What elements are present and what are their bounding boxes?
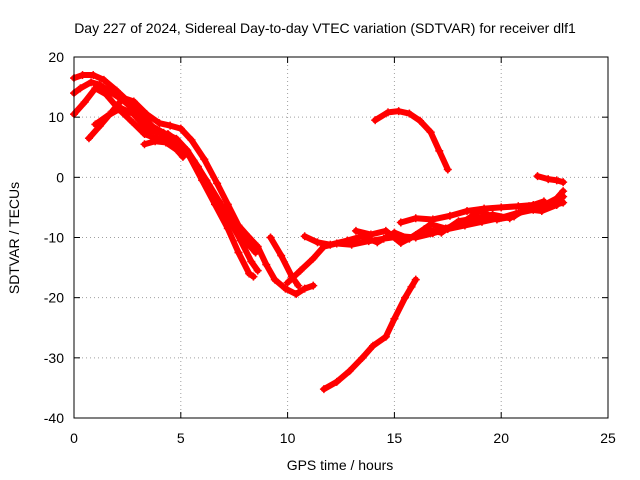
tick-labels: 0 5 10 15 20 25 -40 -30 -20 -10 0 10 20 — [44, 49, 616, 446]
series-track-10 — [351, 187, 568, 247]
data-segment — [199, 177, 218, 208]
x-tick-label: 5 — [177, 430, 185, 446]
data-segment — [216, 198, 236, 226]
data-segment — [126, 99, 146, 119]
axis-ticks — [73, 56, 609, 419]
data-segment — [235, 249, 253, 277]
series-track-6 — [140, 137, 187, 161]
series-track-7 — [266, 233, 303, 290]
data-segment — [427, 129, 443, 154]
data-segment — [229, 219, 248, 244]
data-segment — [214, 180, 231, 208]
data-segment — [224, 201, 242, 229]
data-segment — [139, 112, 159, 133]
y-tick-label: 0 — [56, 169, 64, 185]
x-tick-label: 20 — [493, 430, 509, 446]
data-segment — [203, 177, 223, 205]
data-segment — [442, 219, 466, 232]
x-tick-label: 10 — [280, 430, 296, 446]
x-axis-label: GPS time / hours — [287, 457, 394, 473]
series-track-12 — [319, 275, 420, 394]
x-tick-label: 15 — [387, 430, 403, 446]
data-segment — [436, 147, 451, 173]
data-segment — [476, 207, 500, 223]
data-segment — [224, 225, 242, 256]
data-segment — [278, 252, 295, 280]
data-segment — [186, 153, 206, 184]
grid-lines — [74, 57, 608, 418]
y-axis-label: SDTVAR / TECUs — [6, 182, 22, 294]
data-segment — [201, 156, 221, 187]
y-tick-label: 20 — [48, 49, 64, 65]
chart-title: Day 227 of 2024, Sidereal Day-to-day VTE… — [74, 20, 576, 36]
data-segment — [267, 234, 285, 259]
data-segment — [382, 227, 404, 246]
data-segment — [382, 315, 398, 340]
data-segment — [188, 137, 208, 163]
series-track-11 — [396, 197, 548, 227]
data-segment — [346, 354, 366, 375]
series-track-13 — [371, 107, 452, 174]
data-segment — [211, 201, 231, 232]
x-tick-label: 25 — [600, 430, 616, 446]
y-tick-label: -20 — [44, 290, 64, 306]
y-tick-label: -30 — [44, 350, 64, 366]
y-tick-label: -40 — [44, 410, 64, 426]
data-segment — [237, 237, 255, 265]
data-segment — [254, 243, 270, 268]
y-tick-label: 10 — [48, 109, 64, 125]
data-segment — [412, 221, 434, 239]
data-segment — [130, 111, 150, 133]
series-track-3 — [70, 84, 258, 281]
data-segment — [391, 294, 409, 322]
series-track-14 — [533, 172, 568, 187]
series-track-5 — [91, 104, 192, 157]
x-tick-label: 0 — [70, 430, 78, 446]
data-series — [70, 71, 568, 394]
series-track-4 — [84, 93, 318, 299]
y-tick-label: -10 — [44, 230, 64, 246]
